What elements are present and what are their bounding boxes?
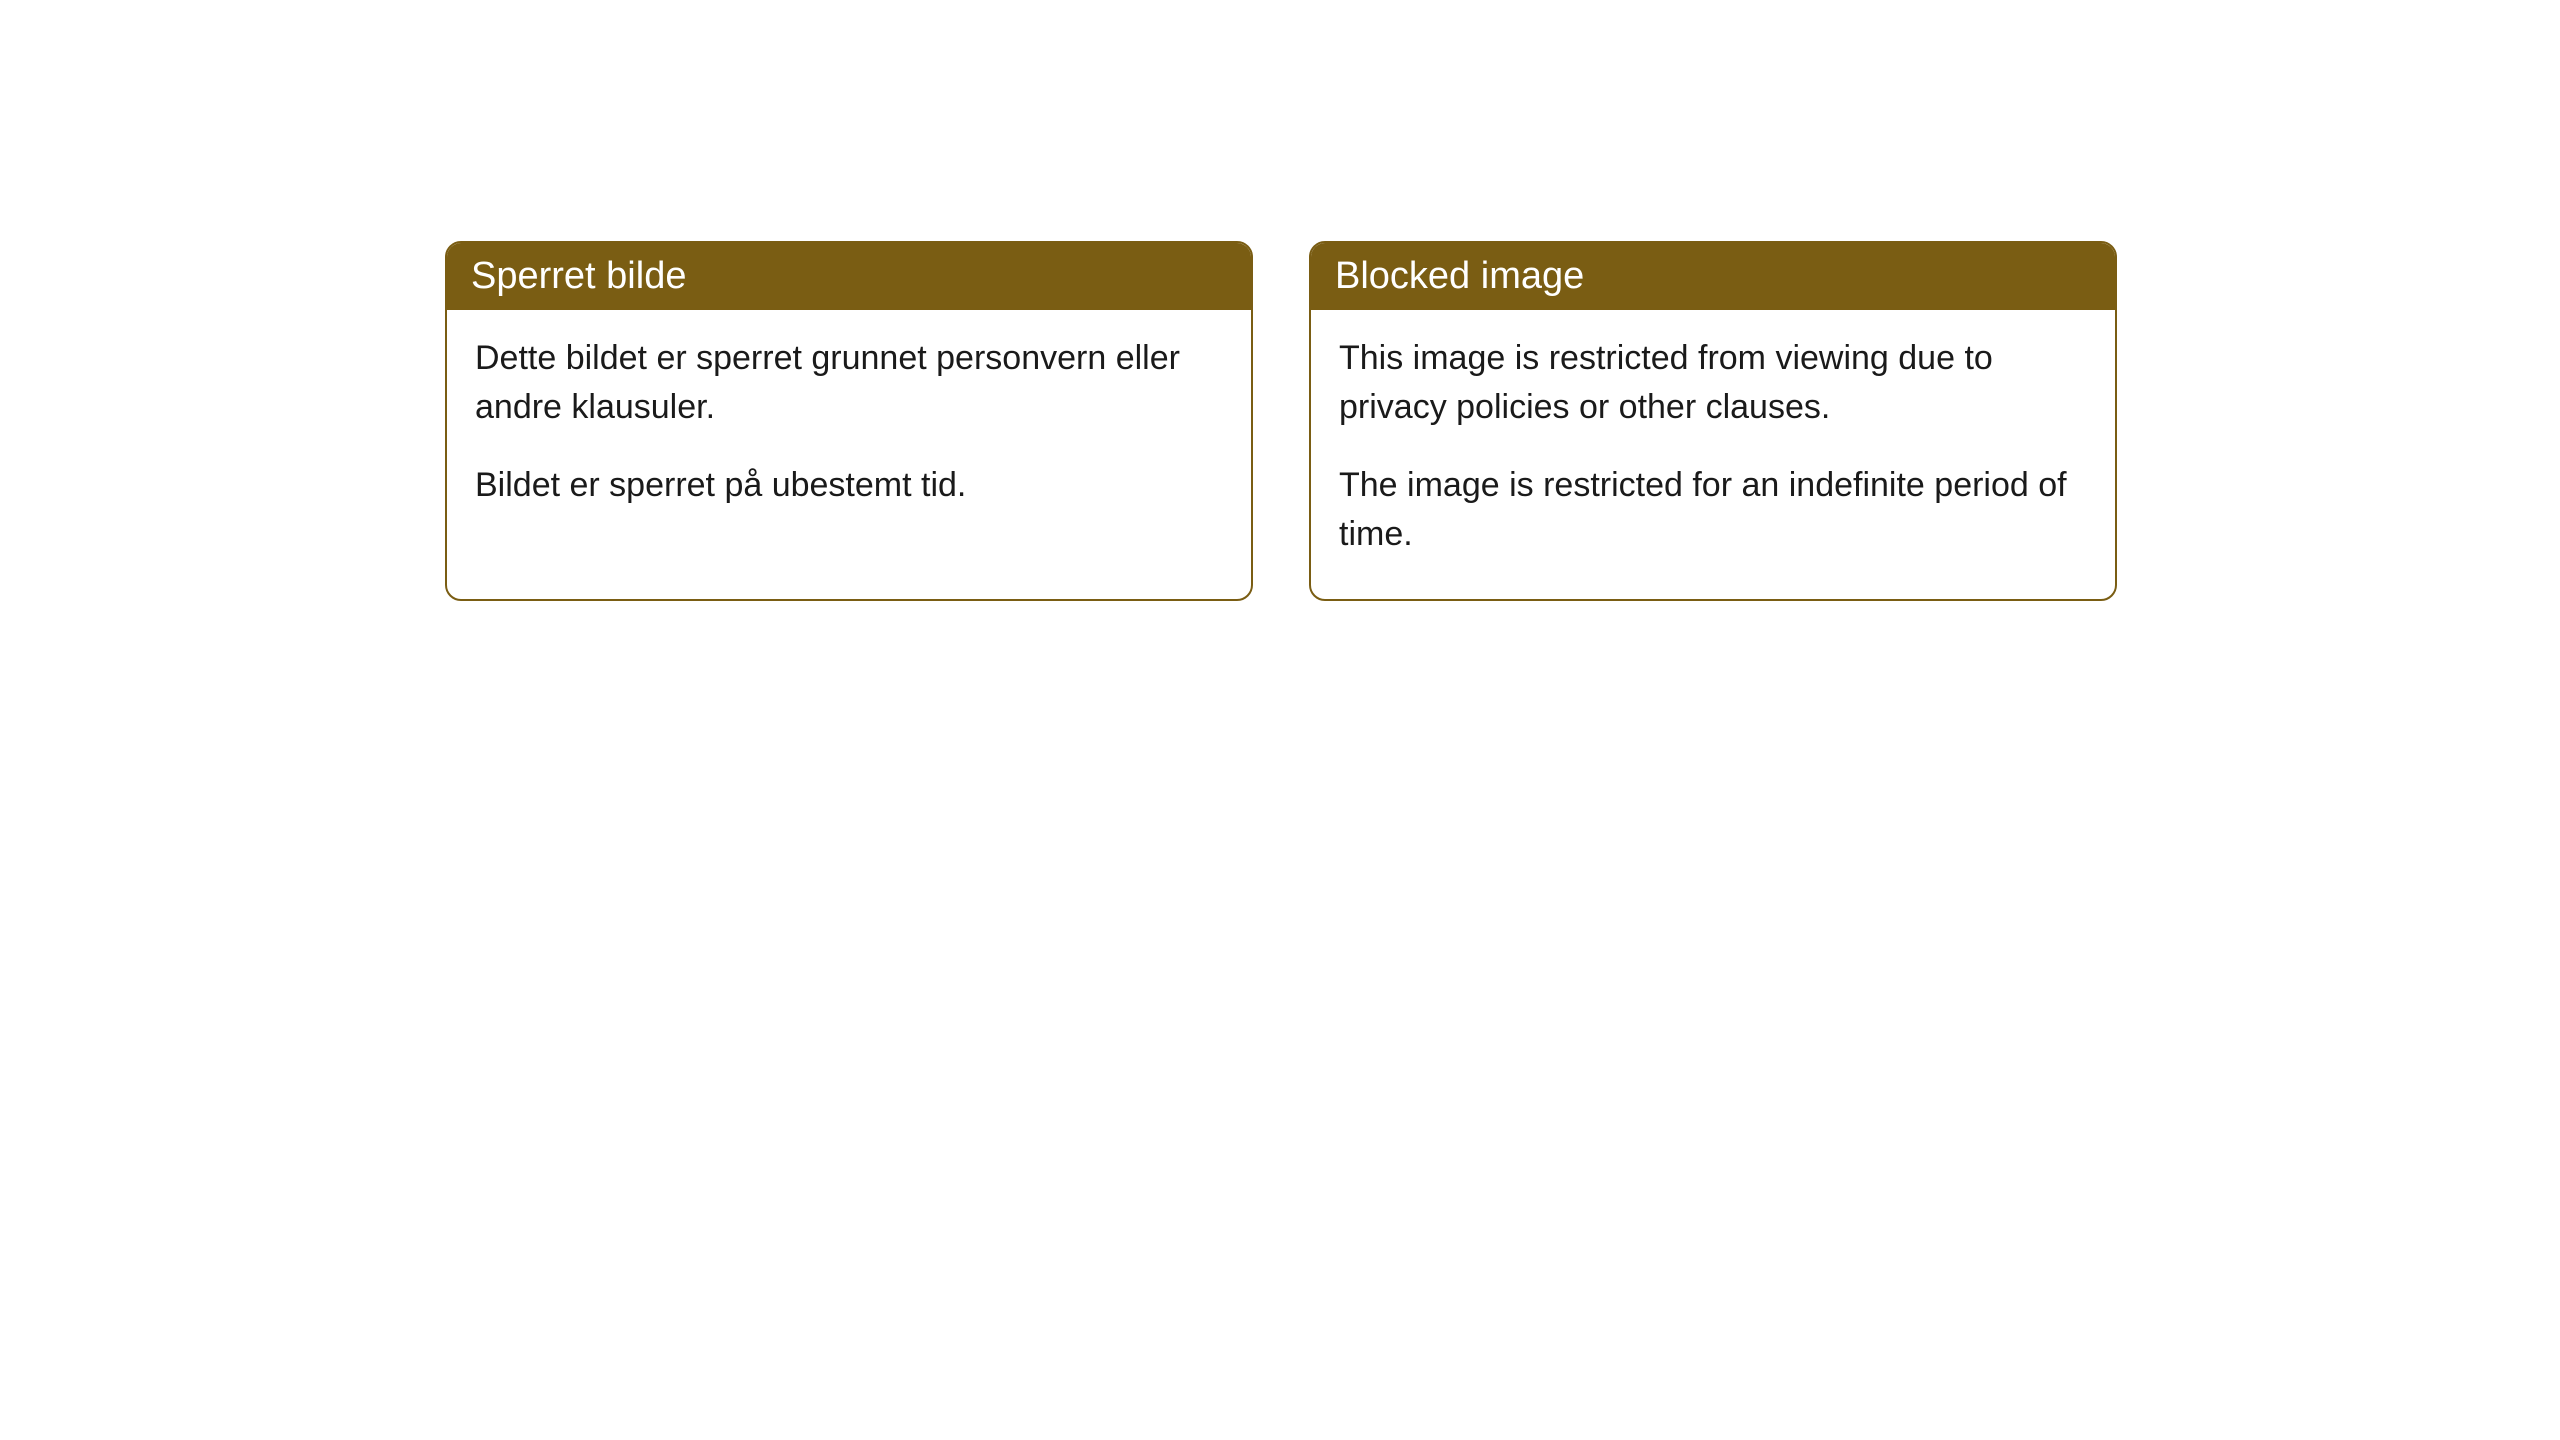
card-body-english: This image is restricted from viewing du… — [1311, 310, 2115, 599]
card-paragraph-1-english: This image is restricted from viewing du… — [1339, 334, 2087, 433]
blocked-image-card-english: Blocked image This image is restricted f… — [1309, 241, 2117, 601]
card-body-norwegian: Dette bildet er sperret grunnet personve… — [447, 310, 1251, 550]
card-paragraph-1-norwegian: Dette bildet er sperret grunnet personve… — [475, 334, 1223, 433]
card-header-norwegian: Sperret bilde — [447, 243, 1251, 310]
blocked-image-card-norwegian: Sperret bilde Dette bildet er sperret gr… — [445, 241, 1253, 601]
card-paragraph-2-english: The image is restricted for an indefinit… — [1339, 461, 2087, 560]
card-paragraph-2-norwegian: Bildet er sperret på ubestemt tid. — [475, 461, 1223, 510]
notice-cards-container: Sperret bilde Dette bildet er sperret gr… — [445, 241, 2117, 601]
card-header-english: Blocked image — [1311, 243, 2115, 310]
